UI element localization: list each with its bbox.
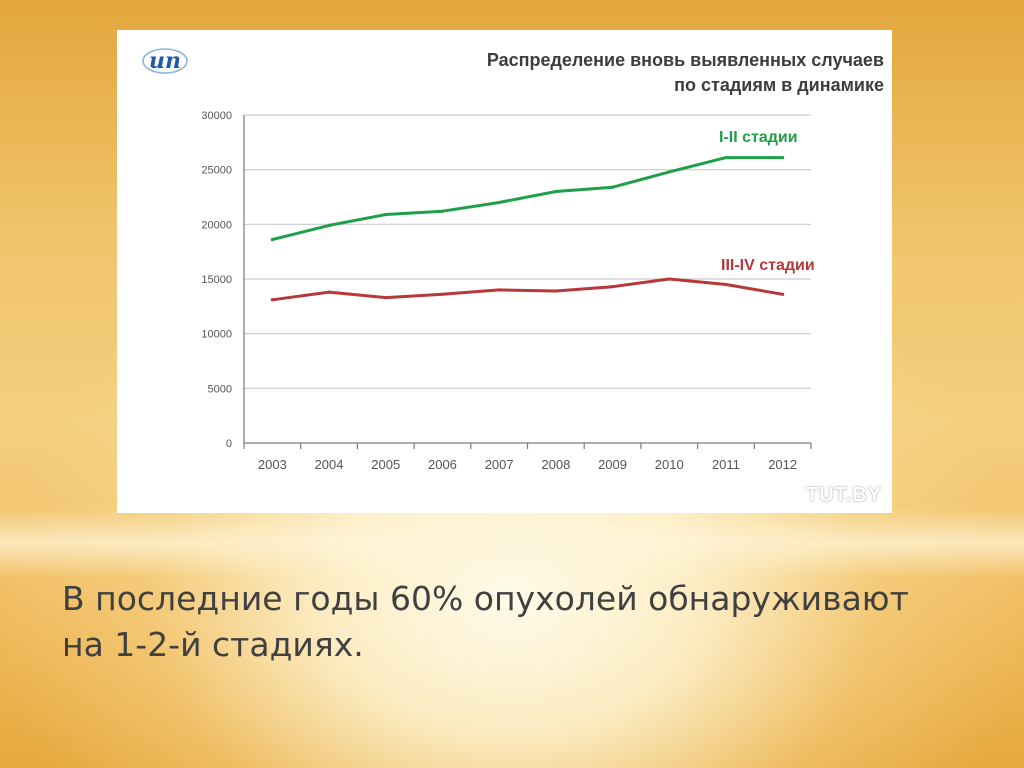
x-tick-label: 2003 — [258, 457, 287, 472]
data-point — [270, 298, 274, 302]
chart-title-line2: по стадиям в динамике — [674, 75, 884, 95]
data-point — [440, 209, 445, 213]
y-tick-label: 10000 — [201, 329, 232, 341]
background-band — [0, 508, 1024, 578]
data-point — [554, 189, 558, 194]
x-tick-label: 2010 — [655, 457, 684, 472]
series-label-stage-1-2: I-II стадии — [719, 129, 798, 146]
caption-line1: В последние годы 60% опухолей обнаружива… — [62, 579, 909, 618]
y-tick-label: 30000 — [201, 110, 232, 122]
data-point — [327, 223, 331, 228]
data-point — [610, 185, 615, 189]
chart-title: Распределение вновь выявленных случаев п… — [284, 48, 884, 98]
data-point — [497, 200, 501, 205]
data-point — [384, 212, 388, 217]
data-point — [327, 290, 331, 294]
y-tick-label: 15000 — [201, 274, 232, 286]
logo-text: ип — [149, 48, 181, 74]
data-point — [667, 170, 671, 174]
data-point — [781, 156, 785, 160]
line-chart: 0 5000 10000 15000 20000 25000 30000 2003 2004 20… — [201, 110, 812, 472]
watermark: TUT.BY — [806, 484, 882, 506]
data-point — [440, 292, 445, 296]
chart-title-line1: Распределение вновь выявленных случаев — [486, 50, 884, 70]
slide-caption: В последние годы 60% опухолей обнаружива… — [62, 576, 1002, 668]
x-tick-label: 2012 — [768, 457, 797, 472]
y-tick-label: 20000 — [201, 219, 232, 231]
data-point — [781, 292, 785, 296]
y-tick-label: 0 — [226, 438, 232, 450]
chart-panel: ип Распределение вновь выявленных случае… — [117, 30, 892, 513]
data-point — [497, 288, 501, 292]
data-point — [384, 295, 388, 300]
x-tick-label: 2009 — [598, 457, 627, 472]
caption-line2: на 1-2-й стадиях. — [62, 625, 364, 664]
data-point — [554, 289, 558, 293]
logo-icon: ип — [142, 48, 188, 74]
data-point — [724, 156, 728, 160]
data-point — [610, 285, 615, 289]
x-tick-label: 2008 — [541, 457, 570, 472]
y-tick-label: 25000 — [201, 165, 232, 177]
data-point — [270, 238, 274, 242]
x-tick-label: 2004 — [315, 457, 344, 472]
x-tick-label: 2007 — [485, 457, 514, 472]
x-tick-label: 2006 — [428, 457, 457, 472]
y-tick-label: 5000 — [208, 383, 232, 395]
x-tick-label: 2011 — [712, 457, 740, 472]
series-line-1 — [270, 277, 785, 302]
data-point — [667, 277, 671, 281]
data-point — [724, 282, 728, 287]
series-line-0 — [270, 156, 785, 242]
x-tick-label: 2005 — [371, 457, 400, 472]
series-label-stage-3-4: III-IV стадии — [721, 257, 815, 274]
